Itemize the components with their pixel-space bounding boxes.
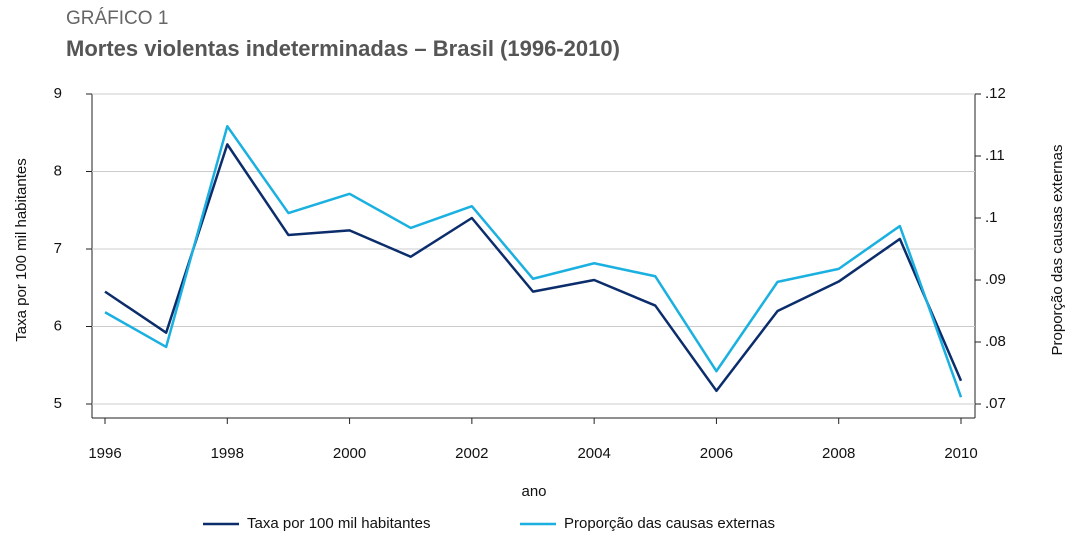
y2-tick-label: .11 bbox=[985, 147, 1005, 164]
y2-axis-label: Proporção das causas externas bbox=[1049, 145, 1066, 356]
y-tick-label: 8 bbox=[54, 162, 62, 179]
y-axis-label: Taxa por 100 mil habitantes bbox=[13, 158, 30, 341]
y-tick-label: 6 bbox=[54, 317, 62, 334]
chart-title: Mortes violentas indeterminadas – Brasil… bbox=[66, 36, 620, 61]
x-tick-label: 1996 bbox=[88, 445, 121, 462]
y2-tick-label: .09 bbox=[985, 271, 1006, 288]
series-line bbox=[104, 124, 963, 398]
x-tick-label: 2004 bbox=[577, 445, 610, 462]
x-tick-label: 2008 bbox=[822, 445, 855, 462]
x-tick-label: 2010 bbox=[944, 445, 977, 462]
y-tick-label: 9 bbox=[54, 85, 62, 102]
x-tick-label: 2006 bbox=[700, 445, 733, 462]
x-tick-label: 2002 bbox=[455, 445, 488, 462]
x-tick-label: 1998 bbox=[211, 445, 244, 462]
y2-tick-label: .12 bbox=[985, 85, 1006, 102]
y-tick-label: 7 bbox=[54, 240, 62, 257]
x-axis-label: ano bbox=[521, 483, 546, 500]
series-line bbox=[104, 143, 963, 393]
y2-tick-label: .1 bbox=[985, 209, 998, 226]
y2-tick-label: .08 bbox=[985, 333, 1006, 350]
y2-tick-label: .07 bbox=[985, 395, 1006, 412]
chart-kicker: GRÁFICO 1 bbox=[66, 8, 168, 29]
y-tick-label: 5 bbox=[54, 395, 62, 412]
x-tick-label: 2000 bbox=[333, 445, 366, 462]
legend-label: Proporção das causas externas bbox=[564, 515, 775, 532]
legend-label: Taxa por 100 mil habitantes bbox=[247, 515, 430, 532]
